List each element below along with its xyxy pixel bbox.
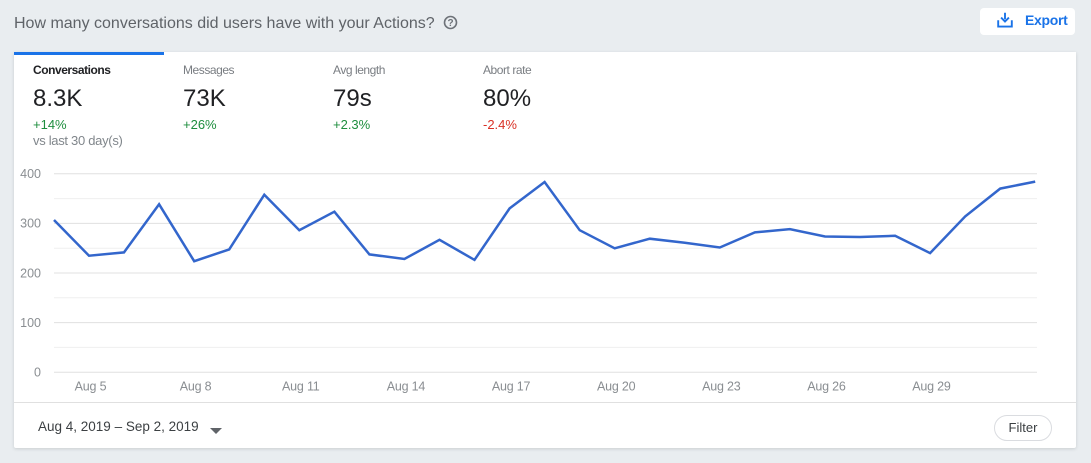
- svg-text:Aug 26: Aug 26: [807, 380, 846, 394]
- svg-text:Aug 29: Aug 29: [912, 380, 951, 394]
- svg-text:Aug 11: Aug 11: [282, 380, 320, 394]
- svg-text:Aug 17: Aug 17: [492, 380, 531, 394]
- svg-text:Aug 20: Aug 20: [597, 380, 636, 394]
- svg-text:100: 100: [20, 316, 41, 330]
- svg-text:200: 200: [20, 266, 41, 280]
- svg-text:0: 0: [34, 366, 41, 380]
- svg-text:Aug 23: Aug 23: [702, 380, 741, 394]
- svg-text:Aug 8: Aug 8: [180, 380, 212, 394]
- svg-text:300: 300: [20, 217, 41, 231]
- svg-text:Aug 5: Aug 5: [75, 380, 107, 394]
- svg-text:?: ?: [447, 18, 453, 29]
- svg-text:400: 400: [20, 167, 41, 181]
- svg-text:Aug 14: Aug 14: [387, 380, 426, 394]
